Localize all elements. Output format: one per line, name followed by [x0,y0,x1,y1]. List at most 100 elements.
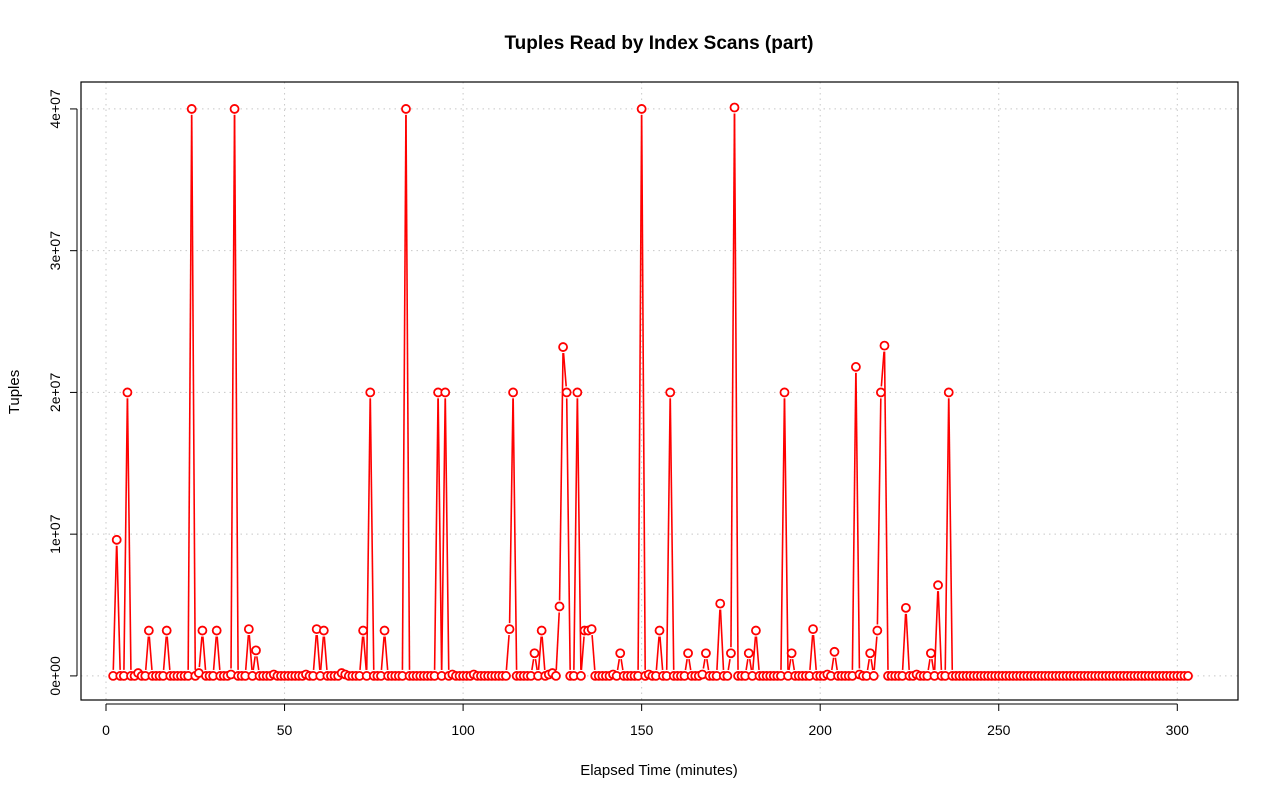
series-segment [719,609,725,670]
series-segment [401,114,407,670]
series-segment [148,636,153,670]
data-point [122,387,133,398]
x-tick-label: 250 [987,722,1011,738]
series-segment [748,659,753,671]
series-segment [948,398,954,670]
series-segment [830,657,835,671]
data-point [229,104,240,114]
series-segment [190,114,197,670]
x-axis-label: Elapsed Time (minutes) [580,762,738,779]
data-point [251,645,261,656]
data-point [779,387,790,398]
series [108,102,1193,681]
data-point [186,104,197,114]
series-segment [834,657,838,671]
series-segment [365,398,371,670]
data-point [554,601,565,612]
series-segment [437,398,443,670]
series-segment [230,114,236,669]
series-segment [144,636,150,670]
series-segment [733,113,739,670]
series-segment [637,114,643,670]
series-segment [883,351,889,670]
data-point [701,648,711,659]
series-segment [316,635,321,670]
series-segment [505,635,510,670]
data-point [729,102,740,113]
series-segment [937,591,943,670]
y-tick-label: 1e+07 [47,514,63,554]
series-segment [202,636,207,670]
data-point [925,648,936,659]
series-segment [508,398,514,624]
series-segment [880,351,885,387]
series-segment [809,635,814,670]
series-segment [233,114,239,670]
series-segment [123,398,129,670]
series-segment [244,635,250,670]
data-point [211,625,222,636]
series-segment [591,635,596,670]
data-point [561,387,572,398]
data-point [808,624,818,635]
data-point [440,387,451,398]
series-segment [252,656,256,671]
series-segment [248,635,253,670]
y-axis-label: Tuples [6,370,23,414]
series-segment [380,636,385,670]
x-tick-label: 100 [451,722,475,738]
series-segment [562,352,567,387]
x-tick-label: 0 [102,722,110,738]
series-segment [531,659,535,671]
series-segment [565,398,571,670]
series-segment [580,636,585,670]
series-segment [665,398,671,670]
series-segment [116,545,121,670]
series-segment [405,114,411,670]
series-segment [745,659,749,671]
series-segment [659,636,664,670]
series-segment [359,636,364,670]
data-point [197,625,208,636]
data-point [933,580,943,591]
series-segment [706,659,710,671]
series-segment [780,398,786,670]
data-point [665,387,676,398]
data-point [876,387,886,398]
series-segment [855,372,861,669]
series-segment [512,398,518,670]
series-segment [620,659,624,671]
series-segment [791,659,796,671]
series-segment [433,398,439,670]
series-segment [933,591,939,670]
series-segment [944,398,950,670]
data-point [726,648,736,659]
data-point [715,598,726,609]
y-tick-label: 0e+00 [47,656,63,696]
series-segment [616,659,621,671]
series-segment [655,636,660,670]
data-point [900,602,911,613]
data-point [722,671,733,681]
series-segment [716,609,721,670]
data-point [683,648,693,659]
data-point [243,624,254,635]
chart-title: Tuples Read by Index Scans (part) [504,33,813,54]
series-segment [870,659,874,671]
series-segment [727,659,731,671]
x-tick-label: 200 [809,722,833,738]
y-tick-label: 2e+07 [47,373,63,413]
series-segment [851,372,857,670]
series-segment [126,398,132,670]
series-segment [905,613,910,670]
data-point [1183,671,1193,681]
data-point [615,648,626,659]
data-point [576,671,586,681]
data-point [586,624,597,635]
series-segment [323,636,328,670]
series-segment [537,636,542,670]
data-point [358,625,369,636]
series-segment [927,659,931,671]
series-segment [384,636,389,670]
